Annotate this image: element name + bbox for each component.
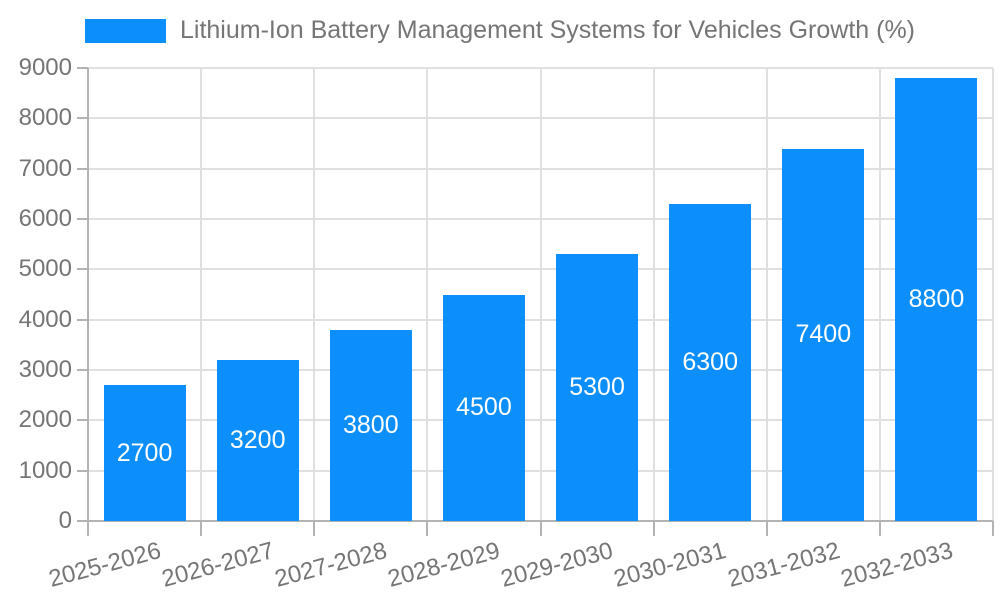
legend-color-swatch — [84, 18, 166, 43]
x-axis-tick-label: 2030-2031 — [611, 537, 730, 593]
bar[interactable]: 8800 — [895, 78, 978, 521]
x-axis-tick — [652, 521, 655, 536]
bar-value-label: 7400 — [795, 320, 852, 349]
y-axis-tick-label: 1000 — [18, 456, 72, 484]
y-axis-tick — [77, 67, 88, 69]
y-axis-tick — [77, 318, 88, 321]
bar[interactable]: 7400 — [782, 148, 865, 521]
y-axis-tick — [77, 268, 88, 271]
y-axis-tick-label: 7000 — [18, 154, 72, 182]
x-gridline — [652, 68, 655, 521]
bar[interactable]: 3200 — [216, 359, 299, 521]
bar[interactable]: 6300 — [669, 203, 752, 521]
bar[interactable]: 2700 — [103, 385, 186, 521]
x-axis-tick — [539, 521, 542, 536]
x-axis-tick — [992, 521, 994, 536]
legend-series-label: Lithium-Ion Battery Management Systems f… — [179, 16, 915, 44]
y-axis-tick-label: 6000 — [18, 205, 72, 232]
x-axis-tick — [87, 521, 89, 536]
chart-legend: Lithium-Ion Battery Management Systems f… — [0, 16, 1000, 45]
x-gridline — [426, 68, 429, 521]
x-axis-tick — [878, 521, 881, 536]
x-gridline — [313, 68, 316, 521]
x-axis-tick — [765, 521, 768, 536]
x-gridline — [992, 68, 994, 521]
y-axis-tick — [77, 218, 88, 220]
bar-value-label: 3200 — [229, 425, 286, 454]
x-axis-tick-label: 2031-2032 — [724, 537, 843, 593]
x-axis-tick-label: 2026-2027 — [158, 537, 277, 593]
x-gridline — [539, 68, 542, 521]
bar[interactable]: 3800 — [329, 329, 412, 521]
bar-value-label: 5300 — [569, 373, 625, 402]
y-axis-tick-label: 2000 — [18, 406, 72, 434]
x-axis-tick-label: 2025-2026 — [45, 537, 164, 593]
x-axis-tick-label: 2027-2028 — [271, 537, 390, 593]
x-gridline — [200, 68, 203, 521]
legend-item[interactable]: Lithium-Ion Battery Management Systems f… — [84, 16, 915, 45]
y-axis-tick-label: 9000 — [18, 54, 72, 81]
chart-plot-area: 0 1000 2000 3000 4000 5000 6000 7000 8000 9000 270… — [19, 56, 994, 536]
bar-value-label: 2700 — [116, 438, 173, 467]
y-axis-tick-label: 8000 — [18, 104, 72, 132]
bar-value-label: 4500 — [456, 393, 512, 422]
x-gridline — [878, 68, 881, 521]
y-axis-tick-label: 4000 — [18, 305, 72, 333]
y-axis-tick — [77, 369, 88, 371]
y-axis-tick — [77, 469, 88, 472]
bar[interactable]: 4500 — [442, 294, 525, 521]
x-axis-tick-label: 2028-2029 — [385, 537, 503, 593]
y-axis-tick-label: 0 — [58, 507, 72, 534]
bar-value-label: 8800 — [908, 285, 965, 314]
x-gridline — [765, 68, 768, 521]
x-axis-tick — [200, 521, 203, 536]
x-axis-tick — [313, 521, 316, 536]
x-axis-tick — [426, 521, 429, 536]
bar-value-label: 3800 — [343, 410, 399, 439]
y-axis-tick — [77, 520, 88, 522]
y-axis-line — [87, 68, 89, 521]
y-axis-tick — [77, 167, 88, 170]
y-axis-tick — [77, 117, 88, 120]
x-axis-baseline — [88, 520, 993, 522]
y-axis-tick-label: 5000 — [18, 255, 72, 283]
bar[interactable]: 5300 — [556, 254, 639, 521]
x-axis-tick-label: 2029-2030 — [498, 537, 617, 593]
y-axis-tick-label: 3000 — [18, 356, 72, 383]
x-axis-tick-label: 2032-2033 — [837, 537, 956, 593]
y-axis-tick — [77, 419, 88, 422]
bar-value-label: 6300 — [682, 347, 738, 376]
